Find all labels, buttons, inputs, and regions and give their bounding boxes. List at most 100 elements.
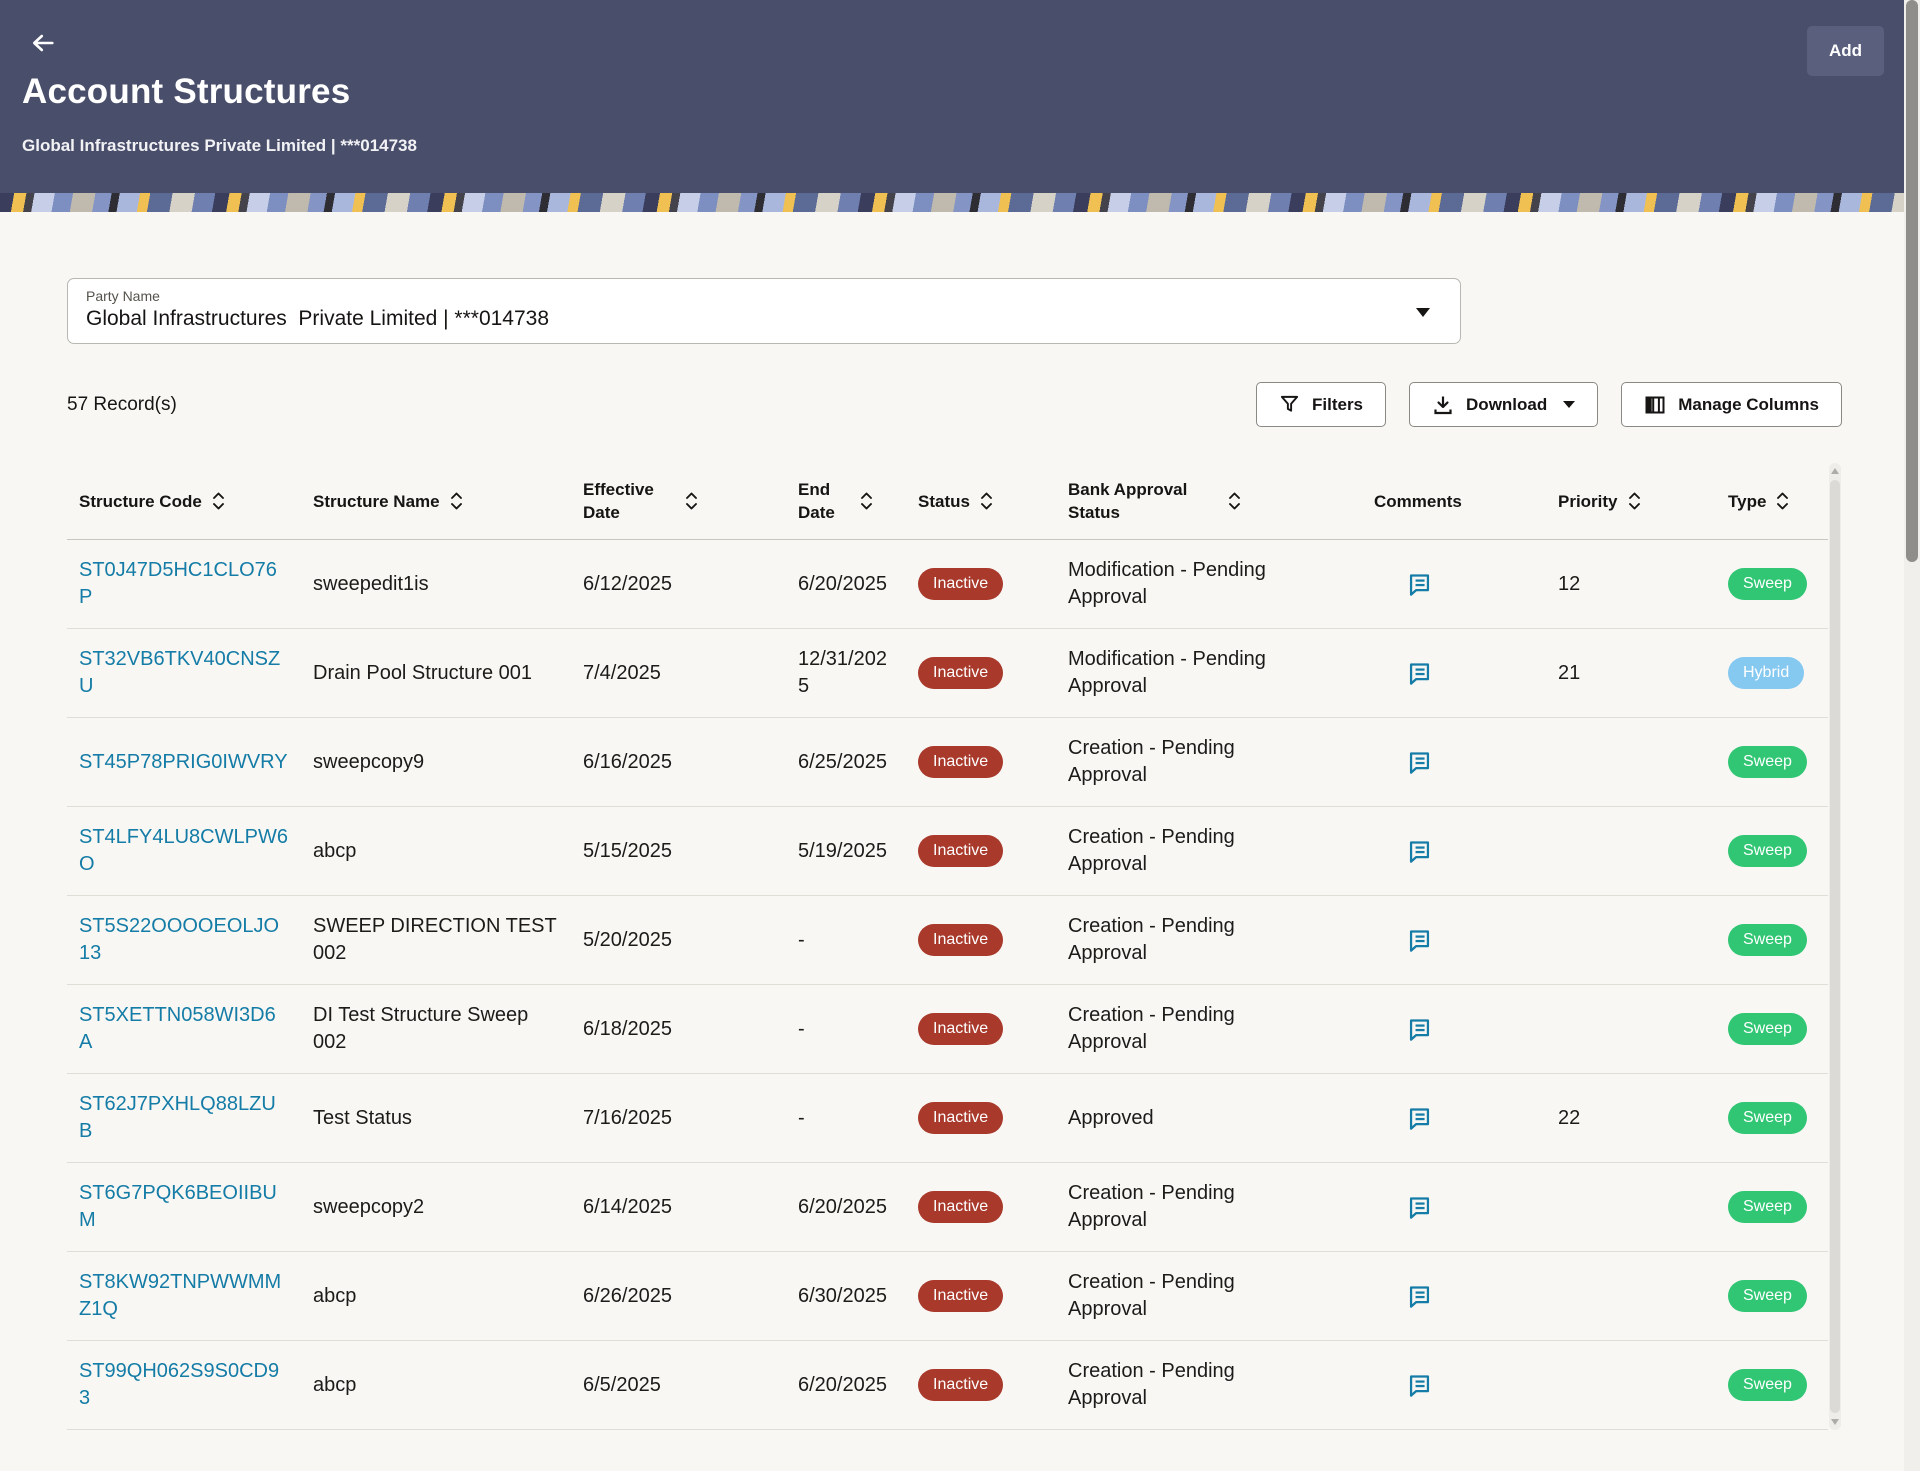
end-date-cell: 6/20/2025 [798, 572, 887, 595]
structure-name-cell: SWEEP DIRECTION TEST 002 [313, 915, 557, 964]
type-badge: Sweep [1728, 924, 1807, 956]
type-badge: Sweep [1728, 746, 1807, 778]
structure-code-link[interactable]: ST5S22OOOOEOLJO13 [79, 915, 280, 964]
column-header-label: Comments [1374, 491, 1462, 511]
comment-button[interactable] [1406, 660, 1433, 687]
party-name-value: Global Infrastructures Private Limited |… [86, 307, 550, 330]
structure-code-cell: ST0J47D5HC1CLO76P [67, 540, 301, 628]
back-button[interactable] [26, 26, 60, 60]
table-row: ST62J7PXHLQ88LZUB Test Status 7/16/2025 - In… [67, 1074, 1828, 1163]
column-header-structure-name[interactable]: Structure Name [301, 463, 571, 540]
sort-icon [1777, 492, 1789, 510]
structure-code-link[interactable]: ST8KW92TNPWWMMZ1Q [79, 1271, 282, 1320]
effective-date-cell: 6/14/2025 [583, 1195, 672, 1218]
type-cell: Sweep [1716, 718, 1828, 806]
sort-icon [212, 492, 224, 510]
end-date-cell: 6/25/2025 [798, 750, 887, 773]
column-header-status[interactable]: Status [906, 463, 1056, 540]
comment-icon [1409, 1196, 1430, 1219]
table-header-row: Structure Code Structure Name Effective Da… [67, 463, 1828, 540]
effective-date-cell: 7/16/2025 [583, 1106, 672, 1129]
structure-code-link[interactable]: ST99QH062S9S0CD93 [79, 1360, 280, 1409]
back-arrow-icon [32, 34, 54, 52]
comment-button[interactable] [1406, 1194, 1433, 1221]
end-date-cell: - [798, 1017, 805, 1040]
type-badge: Hybrid [1728, 657, 1805, 689]
comment-icon [1409, 1018, 1430, 1041]
end-date-cell: - [798, 928, 805, 951]
manage-columns-button-label: Manage Columns [1678, 394, 1819, 414]
column-header-priority[interactable]: Priority [1546, 463, 1716, 540]
priority-cell [1546, 1163, 1716, 1251]
effective-date-cell: 5/15/2025 [583, 839, 672, 862]
comment-icon [1409, 840, 1430, 863]
column-header-label: Priority [1558, 491, 1618, 511]
comments-cell [1326, 1252, 1546, 1340]
structure-code-link[interactable]: ST4LFY4LU8CWLPW6O [79, 826, 288, 875]
status-badge: Inactive [918, 1280, 1004, 1312]
effective-date-cell: 7/4/2025 [583, 661, 661, 684]
status-badge: Inactive [918, 1013, 1004, 1045]
structure-code-link[interactable]: ST32VB6TKV40CNSZU [79, 648, 281, 697]
download-button[interactable]: Download [1409, 382, 1599, 427]
comment-icon [1409, 1374, 1430, 1397]
comment-button[interactable] [1406, 1105, 1433, 1132]
table-scrollbar-down-icon[interactable] [1831, 1419, 1839, 1425]
table-row: ST5S22OOOOEOLJO13 SWEEP DIRECTION TEST 00… [67, 896, 1828, 985]
type-cell: Sweep [1716, 1074, 1828, 1162]
comment-button[interactable] [1406, 838, 1433, 865]
sort-icon [981, 492, 992, 510]
manage-columns-button[interactable]: Manage Columns [1621, 382, 1842, 427]
page-header: Account Structures Global Infrastructure… [0, 0, 1920, 193]
combobox-caret-icon[interactable] [1416, 308, 1430, 317]
column-header-label: Effective Date [583, 480, 654, 522]
table-scrollbar-up-icon[interactable] [1831, 468, 1839, 474]
comments-cell [1326, 896, 1546, 984]
table-row: ST32VB6TKV40CNSZU Drain Pool Structure 00… [67, 629, 1828, 718]
structure-name-cell: abcp [313, 1373, 357, 1396]
structure-code-link[interactable]: ST62J7PXHLQ88LZUB [79, 1093, 276, 1142]
priority-cell [1546, 807, 1716, 895]
bank-approval-status-cell: Modification - Pending Approval [1068, 559, 1266, 608]
column-header-comments: Comments [1326, 463, 1546, 540]
comment-button[interactable] [1406, 749, 1433, 776]
sort-icon [861, 492, 872, 510]
filters-button[interactable]: Filters [1256, 382, 1387, 427]
column-header-effective-date[interactable]: Effective Date [571, 463, 786, 540]
structure-code-link[interactable]: ST5XETTN058WI3D6A [79, 1004, 276, 1053]
column-header-end-date[interactable]: End Date [786, 463, 906, 540]
column-header-label: Status [918, 491, 970, 511]
table-scrollbar-thumb[interactable] [1830, 480, 1840, 1413]
party-name-combobox[interactable]: Party Name Global Infrastructures Privat… [67, 278, 1461, 344]
comment-button[interactable] [1406, 1372, 1433, 1399]
comment-button[interactable] [1406, 927, 1433, 954]
toolbar-row: 57 Record(s) Filters Download [67, 382, 1842, 427]
structure-code-link[interactable]: ST45P78PRIG0IWVRY [79, 750, 288, 773]
end-date-cell: 6/20/2025 [798, 1195, 887, 1218]
structure-code-link[interactable]: ST0J47D5HC1CLO76P [79, 559, 277, 608]
page-scrollbar-thumb[interactable] [1906, 0, 1918, 562]
comment-button[interactable] [1406, 1283, 1433, 1310]
column-header-type[interactable]: Type [1716, 463, 1828, 540]
status-cell: Inactive [906, 896, 1056, 984]
structure-code-cell: ST6G7PQK6BEOIIBUM [67, 1163, 301, 1251]
comment-button[interactable] [1406, 571, 1433, 598]
table-row: ST99QH062S9S0CD93 abcp 6/5/2025 6/20/2025 In… [67, 1341, 1828, 1430]
type-cell: Sweep [1716, 1163, 1828, 1251]
status-badge: Inactive [918, 568, 1004, 600]
structure-code-link[interactable]: ST6G7PQK6BEOIIBUM [79, 1182, 277, 1231]
table-row: ST45P78PRIG0IWVRY sweepcopy9 6/16/2025 6/25… [67, 718, 1828, 807]
column-header-structure-code[interactable]: Structure Code [67, 463, 301, 540]
comment-button[interactable] [1406, 1016, 1433, 1043]
priority-cell: 21 [1558, 661, 1581, 684]
column-header-bank-approval-status[interactable]: Bank Approval Status [1056, 463, 1326, 540]
sort-icon [1229, 492, 1240, 510]
structure-code-cell: ST32VB6TKV40CNSZU [67, 629, 301, 717]
type-badge: Sweep [1728, 1369, 1807, 1401]
priority-cell [1546, 896, 1716, 984]
add-button[interactable]: Add [1807, 26, 1884, 76]
bank-approval-status-cell: Creation - Pending Approval [1068, 1004, 1235, 1053]
comments-cell [1326, 1163, 1546, 1251]
table-row: ST4LFY4LU8CWLPW6O abcp 5/15/2025 5/19/2025 I… [67, 807, 1828, 896]
download-caret-icon [1563, 401, 1576, 408]
